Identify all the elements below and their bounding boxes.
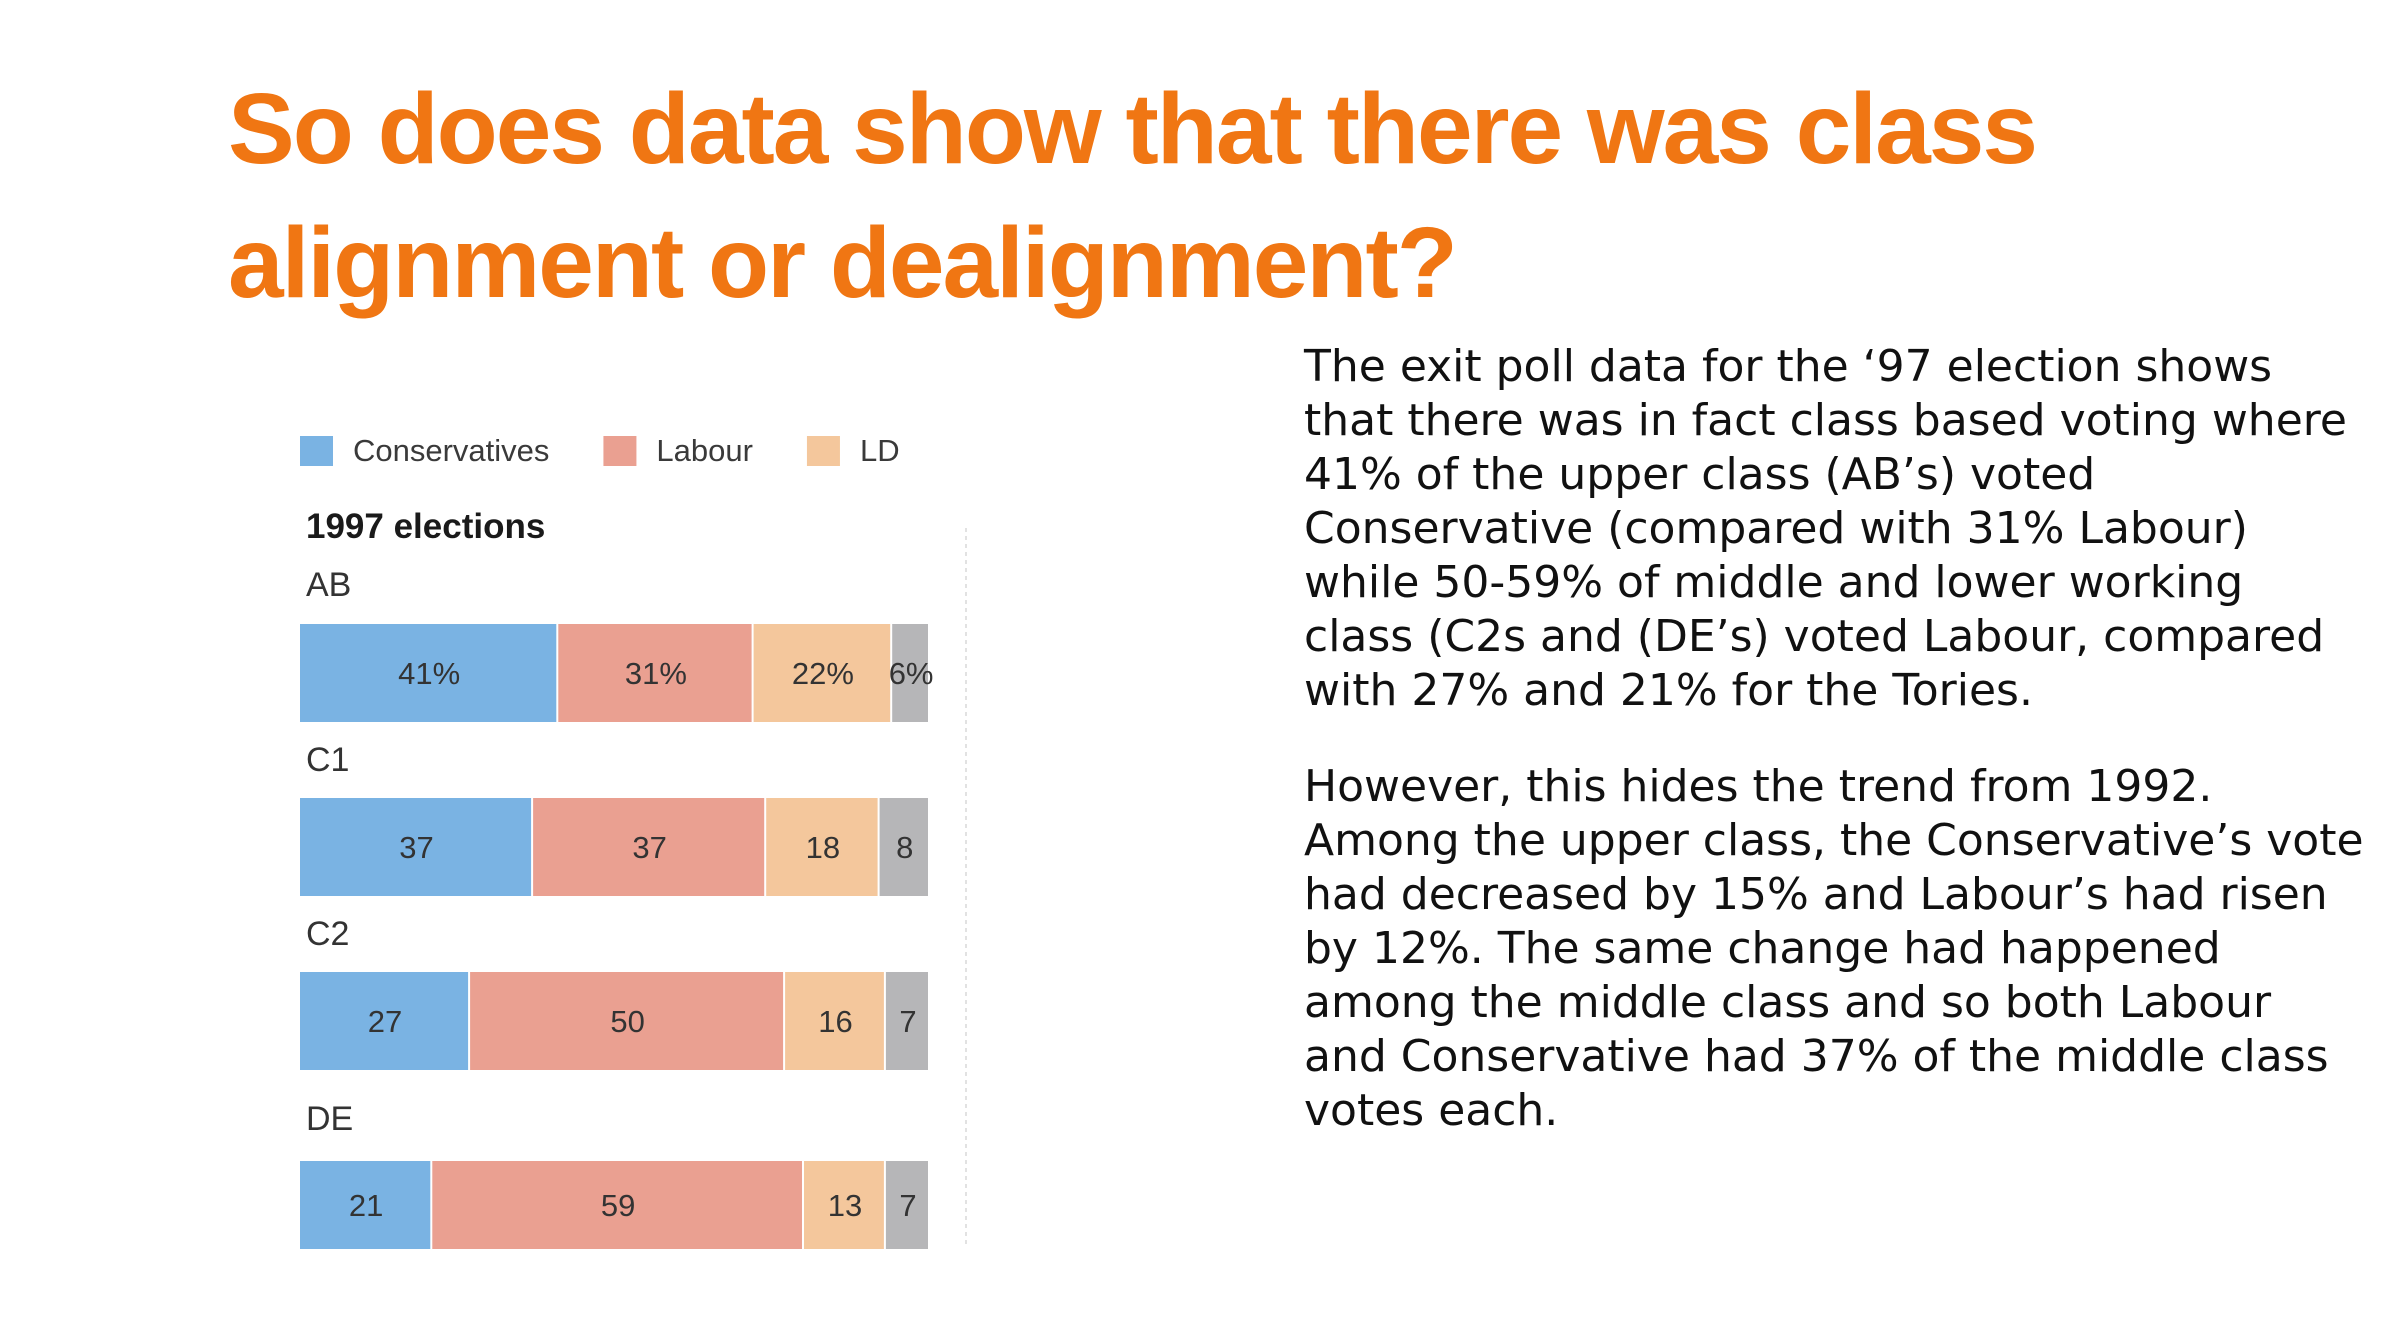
value-label-ab-ld: 22%	[792, 656, 854, 691]
paragraph-1: The exit poll data for the ‘97 election …	[1304, 341, 2347, 716]
value-label-ab-labour: 31%	[625, 656, 687, 691]
value-label-c1-conservatives: 37	[399, 830, 433, 865]
value-label-c1-other: 8	[896, 830, 913, 865]
row-label-c2: C2	[306, 915, 349, 953]
bar-c1-conservatives	[300, 798, 532, 896]
bar-de-other	[885, 1161, 928, 1249]
body-text: The exit poll data for the ‘97 election …	[1304, 340, 2364, 1180]
bar-de-labour	[432, 1161, 802, 1249]
legend-label-labour: Labour	[656, 433, 753, 468]
legend-swatch-labour	[603, 436, 637, 466]
legend-label-conservatives: Conservatives	[353, 433, 549, 468]
row-label-c1: C1	[306, 741, 349, 779]
value-label-de-other: 7	[899, 1188, 916, 1223]
bar-ab-labour	[558, 624, 752, 722]
bar-ab-ld	[753, 624, 891, 722]
vote-share-chart: Conservatives Labour LD 1997 elections AB 41%…	[280, 418, 980, 1258]
value-label-ab-conservatives: 41%	[398, 656, 460, 691]
chart-svg: Conservatives Labour LD 1997 elections AB 41%…	[300, 433, 967, 1249]
legend-label-ld: LD	[860, 433, 900, 468]
value-label-ab-other: 6%	[889, 656, 934, 691]
value-label-c2-other: 7	[899, 1004, 916, 1039]
bar-c2-other	[885, 972, 928, 1070]
value-label-c1-ld: 18	[806, 830, 840, 865]
value-label-c2-conservatives: 27	[368, 1004, 402, 1039]
slide-title: So does data show that there was class a…	[228, 73, 2038, 319]
value-label-de-conservatives: 21	[349, 1188, 383, 1223]
value-label-c2-ld: 16	[818, 1004, 852, 1039]
bar-c1-ld	[766, 798, 878, 896]
value-label-de-labour: 59	[601, 1188, 635, 1223]
legend-swatch-ld	[806, 436, 840, 466]
legend-swatch-conservatives	[300, 436, 333, 466]
paragraph-2: However, this hides the trend from 1992.…	[1304, 761, 2364, 1136]
bar-ab-other	[892, 624, 928, 722]
bar-c1-labour	[533, 798, 765, 896]
value-label-de-ld: 13	[828, 1188, 862, 1223]
bar-de-ld	[804, 1161, 884, 1249]
value-label-c1-labour: 37	[632, 830, 666, 865]
value-label-c2-labour: 50	[610, 1004, 644, 1039]
bar-de-conservatives	[300, 1161, 431, 1249]
bar-c1-other	[879, 798, 928, 896]
row-label-de: DE	[306, 1100, 353, 1138]
bar-c2-labour	[470, 972, 784, 1070]
bar-c2-ld	[785, 972, 884, 1070]
chart-title: 1997 elections	[306, 507, 545, 546]
bar-c2-conservatives	[300, 972, 469, 1070]
row-label-ab: AB	[306, 566, 351, 604]
bar-ab-conservatives	[300, 624, 557, 722]
